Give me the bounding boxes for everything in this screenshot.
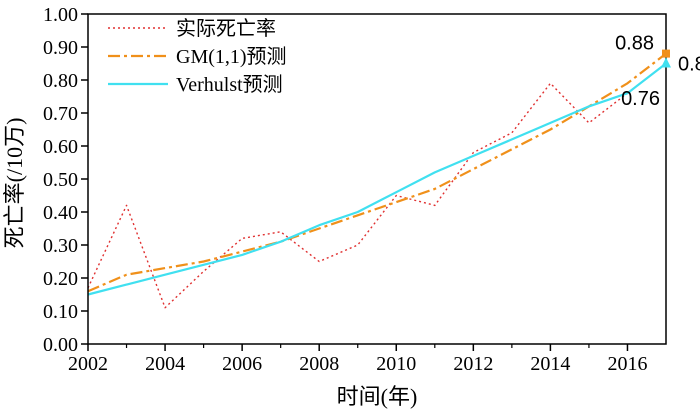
y-tick-label: 0.90 [43, 37, 78, 59]
annotations: 0.88 0.85 0.76 [615, 33, 700, 111]
gm-endpoint-marker [662, 49, 670, 58]
series-line-0 [87, 82, 628, 309]
y-tick-label: 0.70 [43, 103, 78, 125]
x-tick-label: 2008 [299, 353, 339, 375]
legend: 实际死亡率 GM(1,1)预测 Verhulst预测 [108, 17, 287, 96]
x-tick-label: 2016 [607, 353, 647, 375]
x-axis-title: 时间(年) [337, 384, 418, 409]
y-tick-label: 0.60 [43, 136, 78, 158]
x-tick-label: 2002 [68, 353, 108, 375]
plot-lines [87, 52, 667, 309]
y-tick-label: 0.00 [43, 334, 78, 356]
legend-label-gm: GM(1,1)预测 [176, 45, 287, 68]
x-tick-label: 2012 [453, 353, 493, 375]
legend-label-actual: 实际死亡率 [176, 17, 276, 40]
series-line-2 [87, 62, 667, 296]
x-tick-label: 2004 [145, 353, 185, 375]
y-tick-label: 0.40 [43, 202, 78, 224]
annotation-gm-value: 0.88 [615, 33, 654, 55]
y-tick-label: 1.00 [43, 4, 78, 26]
y-tick-label: 0.20 [43, 268, 78, 290]
y-tick-label: 0.50 [43, 169, 78, 191]
annotation-actual-value: 0.76 [621, 88, 660, 110]
x-tick-label: 2006 [222, 353, 262, 375]
y-tick-label: 0.30 [43, 235, 78, 257]
y-tick-label: 0.80 [43, 70, 78, 92]
y-axis-title: 死亡率(/10万) [2, 118, 27, 249]
plot-frame [87, 13, 667, 345]
y-axis-ticks: 0.00 0.10 0.20 0.30 0.40 0.50 0.60 0.70 0.80 0.90… [43, 4, 88, 356]
x-tick-label: 2010 [376, 353, 416, 375]
x-tick-label: 2014 [530, 353, 570, 375]
annotation-verhulst-value: 0.85 [678, 54, 700, 76]
legend-label-verhulst: Verhulst预测 [176, 73, 283, 96]
y-tick-label: 0.10 [43, 301, 78, 323]
series-line-1 [87, 52, 667, 293]
x-axis-ticks: 2002 2004 2006 2008 2010 2012 2014 2016 [68, 344, 647, 375]
verhulst-endpoint-marker [661, 57, 671, 68]
